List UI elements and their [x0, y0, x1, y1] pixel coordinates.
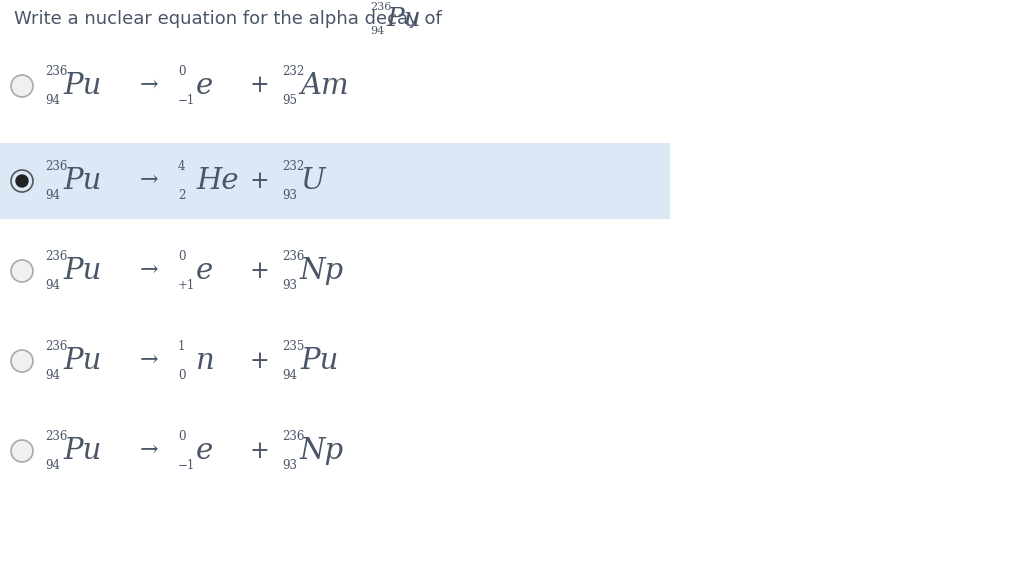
- Circle shape: [11, 350, 33, 372]
- Circle shape: [11, 440, 33, 462]
- Text: 94: 94: [45, 279, 60, 292]
- Text: 236: 236: [45, 65, 68, 78]
- Text: 2: 2: [178, 189, 185, 202]
- Text: e: e: [196, 257, 213, 285]
- Text: Pu: Pu: [386, 6, 421, 32]
- Text: Pu: Pu: [63, 347, 101, 375]
- Text: e: e: [196, 72, 213, 100]
- Text: 94: 94: [45, 459, 60, 472]
- Text: 94: 94: [45, 369, 60, 382]
- Text: 236: 236: [45, 160, 68, 173]
- Text: 0: 0: [178, 369, 185, 382]
- Circle shape: [16, 175, 28, 187]
- Text: →: →: [140, 350, 159, 372]
- Text: 236: 236: [282, 430, 304, 443]
- Text: +: +: [250, 439, 269, 463]
- Text: 94: 94: [370, 26, 384, 36]
- Text: U: U: [300, 167, 325, 195]
- Text: 0: 0: [178, 65, 185, 78]
- Text: 93: 93: [282, 279, 297, 292]
- Text: 93: 93: [282, 189, 297, 202]
- Text: +1: +1: [178, 279, 196, 292]
- Circle shape: [11, 260, 33, 282]
- Text: 236: 236: [45, 430, 68, 443]
- Text: →: →: [140, 440, 159, 462]
- Text: 94: 94: [282, 369, 297, 382]
- Text: Pu: Pu: [63, 257, 101, 285]
- Text: →: →: [140, 170, 159, 192]
- Text: 95: 95: [282, 94, 297, 107]
- Text: 236: 236: [282, 250, 304, 263]
- Text: Np: Np: [300, 257, 344, 285]
- Text: Np: Np: [300, 437, 344, 465]
- Text: +: +: [250, 74, 269, 97]
- Text: 4: 4: [178, 160, 185, 173]
- Text: →: →: [140, 260, 159, 282]
- Text: n: n: [196, 347, 215, 375]
- Text: 0: 0: [178, 430, 185, 443]
- Text: +: +: [250, 260, 269, 282]
- Text: 0: 0: [178, 250, 185, 263]
- Text: 1: 1: [178, 340, 185, 353]
- Text: e: e: [196, 437, 213, 465]
- Text: 235: 235: [282, 340, 304, 353]
- Text: →: →: [140, 75, 159, 97]
- Text: 232: 232: [282, 160, 304, 173]
- Text: Pu: Pu: [63, 437, 101, 465]
- Text: Pu: Pu: [63, 72, 101, 100]
- Text: 236: 236: [45, 340, 68, 353]
- Text: 232: 232: [282, 65, 304, 78]
- Text: +: +: [250, 350, 269, 373]
- Text: −1: −1: [178, 94, 196, 107]
- Text: 94: 94: [45, 94, 60, 107]
- Text: He: He: [196, 167, 239, 195]
- Text: Pu: Pu: [63, 167, 101, 195]
- Text: Write a nuclear equation for the alpha decay of: Write a nuclear equation for the alpha d…: [14, 10, 441, 28]
- FancyBboxPatch shape: [0, 143, 670, 219]
- Circle shape: [11, 75, 33, 97]
- Text: 93: 93: [282, 459, 297, 472]
- Text: 236: 236: [370, 2, 391, 12]
- Text: −1: −1: [178, 459, 196, 472]
- Text: 94: 94: [45, 189, 60, 202]
- Text: +: +: [250, 169, 269, 192]
- Text: Pu: Pu: [300, 347, 338, 375]
- Text: Am: Am: [300, 72, 348, 100]
- Text: 236: 236: [45, 250, 68, 263]
